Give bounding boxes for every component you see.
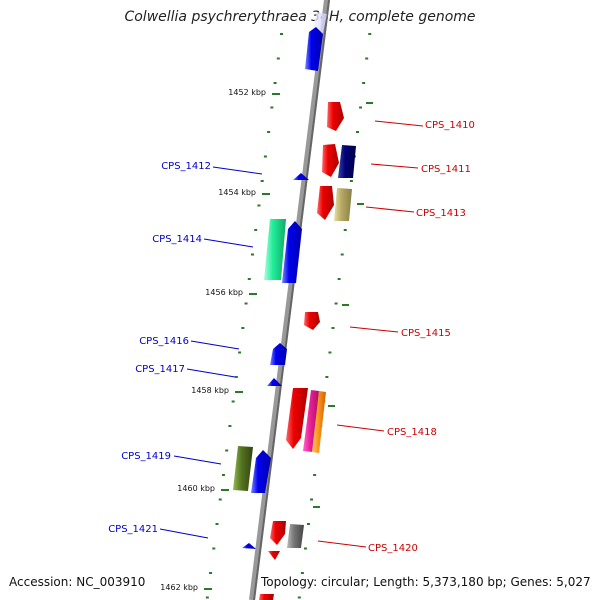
kbp-label: 1462 kbp — [160, 583, 198, 592]
gene-arrow-cps-1414-b — [282, 221, 302, 283]
gene-labels-left: CPS_1412 CPS_1414 CPS_1416 CPS_1417 CPS_… — [108, 161, 211, 535]
kbp-label: 1454 kbp — [218, 188, 256, 197]
gene-label-cps-1411[interactable]: CPS_1411 — [421, 164, 471, 175]
gene-label-cps-1416[interactable]: CPS_1416 — [139, 336, 189, 347]
gene-labels-right: CPS_1410 CPS_1411 CPS_1413 CPS_1415 CPS_… — [368, 120, 475, 554]
gene-arrow-small-red — [268, 551, 280, 560]
dotted-tracks — [205, 33, 372, 599]
gene-arrow-cps-1410 — [327, 102, 344, 131]
gene-arrow-cps-1415 — [304, 312, 320, 330]
gene-label-cps-1421[interactable]: CPS_1421 — [108, 524, 158, 535]
gene-label-cps-1412[interactable]: CPS_1412 — [161, 161, 211, 172]
gene-label-cps-1417[interactable]: CPS_1417 — [135, 364, 185, 375]
gene-arrow-cps-1419-a — [233, 446, 253, 491]
gene-arrow-top — [305, 27, 323, 71]
gene-label-cps-1410[interactable]: CPS_1410 — [425, 120, 475, 131]
gene-arrow-cps-1420-a — [270, 521, 286, 545]
gene-label-cps-1415[interactable]: CPS_1415 — [401, 328, 451, 339]
accession-text: Accession: NC_003910 — [9, 575, 146, 589]
gene-arrow-cps-1411-a — [322, 144, 339, 177]
gene-arrow-cps-1417 — [267, 378, 282, 386]
gene-arrow-cps-1420-b — [287, 524, 304, 548]
gene-arrow-cps-1414-a — [264, 219, 286, 280]
gene-features — [233, 12, 356, 600]
gene-label-cps-1418[interactable]: CPS_1418 — [387, 427, 437, 438]
kbp-label: 1458 kbp — [191, 386, 229, 395]
gene-arrow-cps-1419-b — [251, 450, 271, 493]
gene-arrow-cps-1421 — [242, 543, 256, 549]
callout-lines — [159, 120, 424, 548]
genome-backbone-shade — [253, 0, 330, 600]
kbp-label: 1456 kbp — [205, 288, 243, 297]
kbp-label: 1452 kbp — [228, 88, 266, 97]
genome-backbone — [249, 0, 330, 600]
gene-arrow-cps-1418-b — [303, 390, 319, 452]
gene-arrow-cps-1413-a — [317, 186, 334, 220]
gene-label-cps-1420[interactable]: CPS_1420 — [368, 543, 418, 554]
gene-arrow-cps-1411-b — [338, 145, 356, 178]
gene-arrow-cps-1418-c — [312, 391, 326, 453]
kbp-label: 1460 kbp — [177, 484, 215, 493]
gene-arrow-cps-1416 — [270, 343, 287, 365]
kbp-scale: 1452 kbp 1454 kbp 1456 kbp 1458 kbp 1460… — [160, 88, 266, 592]
kbp-ticks — [204, 93, 373, 590]
gene-label-cps-1413[interactable]: CPS_1413 — [416, 208, 466, 219]
genome-title: Colwellia psychrerythraea 34H, complete … — [124, 9, 476, 25]
gene-arrow-cps-1413-b — [334, 188, 352, 221]
gene-arrow-cps-1412 — [293, 173, 309, 180]
gene-arrow-cps-1418-a — [286, 388, 308, 449]
gene-label-cps-1419[interactable]: CPS_1419 — [121, 451, 171, 462]
gene-label-cps-1414[interactable]: CPS_1414 — [152, 234, 202, 245]
gene-arrow-bottom — [259, 594, 274, 600]
topology-text: Topology: circular; Length: 5,373,180 bp… — [261, 575, 591, 589]
